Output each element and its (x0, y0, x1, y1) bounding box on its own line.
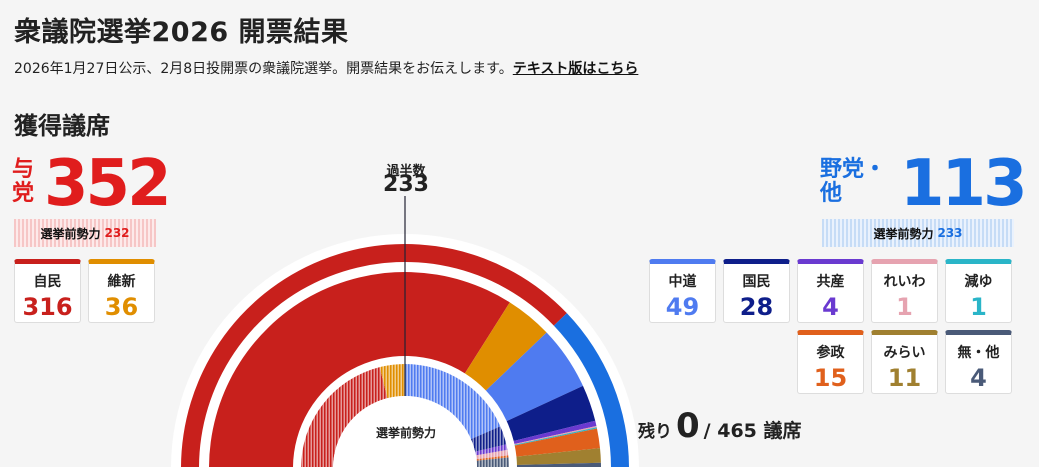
party-card-opp-7: 無・他 4 (945, 330, 1012, 394)
remaining-value: 0 (676, 406, 700, 446)
party-card-opp-3: れいわ 1 (871, 259, 938, 323)
party-card-opp-1: 国民 28 (723, 259, 790, 323)
opposition-before-value: 233 (937, 226, 963, 240)
party-name: みらい (883, 345, 926, 361)
party-name: 無・他 (957, 345, 1000, 361)
opposition-before-badge: 選挙前勢力 233 (822, 219, 1014, 247)
party-segment-7 (514, 428, 600, 457)
party-segment-3 (506, 385, 596, 442)
ruling-label: 与党 (12, 157, 35, 206)
party-segment-9 (516, 462, 601, 467)
party-seats: 4 (822, 293, 839, 321)
party-card-opp-6: みらい 11 (871, 330, 938, 394)
party-name: 参政 (816, 345, 845, 361)
party-seats: 4 (970, 364, 987, 392)
party-segment-6 (514, 427, 597, 446)
remaining-prefix: 残り (638, 422, 672, 442)
ruling-before-label: 選挙前勢力 (40, 226, 101, 241)
majority-label: 過半数 (386, 164, 426, 179)
party-name: 減ゆ (964, 274, 993, 290)
before-segment-9 (476, 457, 509, 467)
party-card-opp-0: 中道 49 (649, 259, 716, 323)
subtitle-text: 2026年1月27日公示、2月8日投開票の衆議院選挙。開票結果をお伝えします。 (14, 61, 513, 77)
party-segment-2 (485, 332, 583, 422)
party-segment-5 (514, 425, 597, 445)
before-segment-3 (470, 426, 507, 452)
remaining-suffix: / 465 議席 (703, 420, 802, 442)
party-segment-4 (513, 420, 597, 444)
party-card-opp-5: 参政 15 (797, 330, 864, 394)
party-card-ruling-1: 維新 36 (88, 259, 155, 323)
majority-value: 233 (383, 172, 429, 197)
before-segment-1 (379, 364, 405, 399)
party-segment-1 (464, 302, 547, 391)
party-seats: 36 (104, 293, 139, 321)
party-name: 国民 (742, 274, 771, 290)
party-seats: 1 (970, 293, 987, 321)
opposition-total: 113 (900, 147, 1028, 221)
before-segment-5 (475, 449, 509, 460)
party-card-ruling-0: 自民 316 (14, 259, 81, 323)
party-seats: 15 (813, 364, 848, 392)
party-seats: 11 (887, 364, 922, 392)
coalition-segment-0 (181, 244, 567, 467)
party-seats: 49 (665, 293, 700, 321)
party-name: 自民 (33, 274, 62, 290)
section-title: 獲得議席 (14, 112, 110, 140)
party-seats: 28 (739, 293, 774, 321)
ruling-total: 352 (44, 147, 172, 221)
party-segment-0 (209, 272, 510, 467)
ruling-before-value: 232 (104, 226, 130, 240)
party-card-opp-4: 減ゆ 1 (945, 259, 1012, 323)
text-version-link[interactable]: テキスト版はこちら (512, 61, 639, 77)
before-segment-4 (475, 444, 508, 456)
remaining-seats: 残り 0/ 465 議席 (638, 406, 802, 446)
before-ring-label: 選挙前勢力 (375, 426, 436, 440)
party-card-opp-2: 共産 4 (797, 259, 864, 323)
party-seats: 316 (22, 293, 73, 321)
page-title: 衆議院選挙2026 開票結果 (14, 17, 349, 48)
party-name: 共産 (816, 274, 845, 290)
party-seats: 1 (896, 293, 913, 321)
party-name: 維新 (107, 274, 136, 290)
before-segment-7 (476, 455, 509, 461)
page-subtitle: 2026年1月27日公示、2月8日投開票の衆議院選挙。開票結果をお伝えします。テ… (14, 58, 638, 78)
opposition-before-label: 選挙前勢力 (873, 226, 934, 241)
party-name: れいわ (883, 274, 926, 290)
coalition-segment-1 (553, 313, 629, 467)
party-name: 中道 (668, 274, 697, 290)
ruling-before-badge: 選挙前勢力 232 (14, 219, 156, 247)
hemicycle-center (333, 396, 477, 467)
opposition-label: 野党・他 (820, 157, 887, 206)
before-segment-0 (301, 367, 388, 467)
before-segment-2 (404, 364, 501, 440)
party-segment-8 (516, 448, 601, 465)
